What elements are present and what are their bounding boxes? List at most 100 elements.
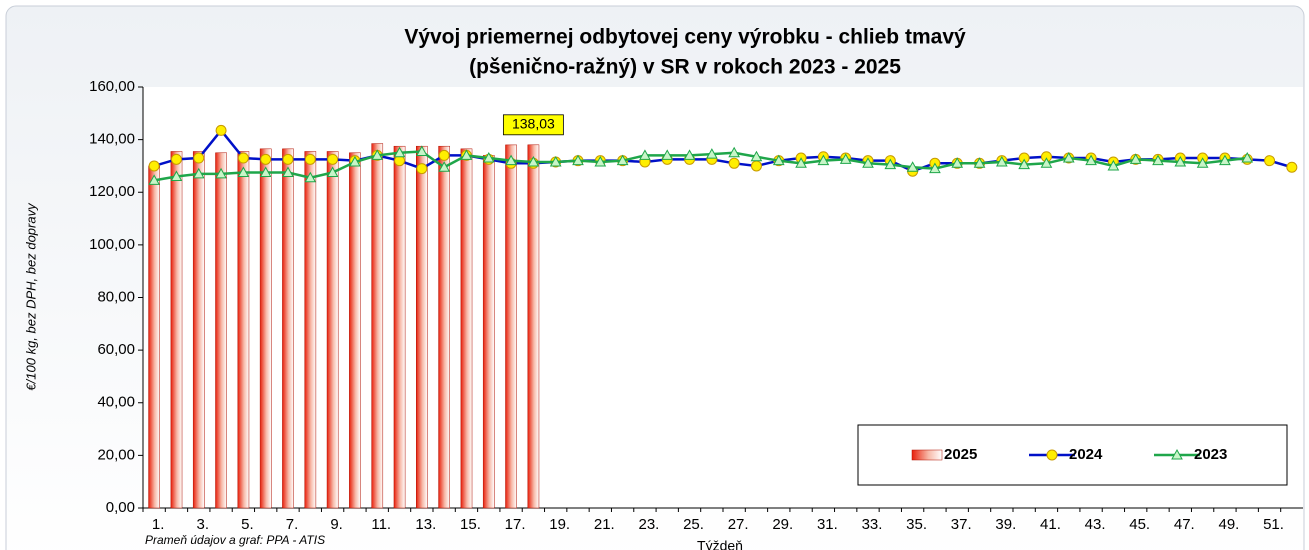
value-label-box: [502, 114, 564, 136]
x-tick-label: 41.: [1040, 516, 1061, 533]
marker: [906, 161, 919, 172]
marker: [282, 166, 294, 178]
marker: [973, 157, 986, 168]
y-tick-label: 120,00: [89, 183, 135, 200]
chart-title: (pšenično-ražný) v SR v rokoch 2023 - 20…: [469, 56, 901, 79]
x-tick-label: 13.: [415, 516, 436, 533]
bar: [460, 148, 473, 509]
y-tick-label: 160,00: [89, 78, 135, 95]
marker: [237, 152, 249, 164]
bar: [170, 151, 183, 509]
y-axis-label: €/100 kg, bez DPH, bez dopravy: [23, 202, 38, 391]
x-tick-label: 5.: [241, 516, 254, 533]
x-tick-label: 25.: [683, 516, 704, 533]
bar: [393, 145, 406, 509]
bar: [505, 144, 517, 509]
marker: [1085, 154, 1097, 166]
legend-marker: [1171, 448, 1183, 460]
marker: [327, 153, 339, 165]
marker: [192, 167, 205, 179]
x-tick-label: 15.: [460, 516, 481, 533]
marker: [705, 148, 718, 159]
y-tick-label: 0,00: [106, 499, 135, 516]
bar: [148, 165, 160, 509]
legend-label: 2023: [1194, 446, 1227, 463]
marker: [148, 174, 161, 185]
x-tick-label: 51.: [1263, 516, 1284, 533]
y-tick-label: 40,00: [97, 394, 135, 411]
x-tick-label: 39.: [995, 516, 1016, 533]
marker: [259, 166, 272, 178]
marker: [505, 154, 517, 166]
marker: [616, 154, 629, 166]
marker: [1018, 158, 1030, 170]
x-tick-label: 49.: [1218, 516, 1239, 533]
marker: [1129, 153, 1142, 164]
bar: [527, 144, 540, 509]
marker: [995, 155, 1008, 167]
marker: [349, 155, 361, 167]
marker: [683, 149, 696, 160]
marker: [728, 146, 741, 158]
marker: [661, 149, 674, 160]
bar: [259, 148, 272, 509]
x-tick-label: 31.: [817, 516, 838, 533]
marker: [1264, 155, 1276, 167]
marker: [1040, 157, 1053, 168]
x-tick-label: 17.: [505, 516, 526, 533]
marker: [304, 171, 317, 183]
bar: [438, 145, 450, 509]
marker: [750, 150, 763, 162]
bar: [326, 151, 339, 509]
x-tick-label: 9.: [330, 516, 343, 533]
x-tick-label: 3.: [197, 516, 210, 533]
marker: [415, 145, 428, 156]
marker: [193, 152, 205, 164]
marker: [438, 149, 450, 161]
marker: [1107, 159, 1120, 171]
marker: [750, 160, 762, 172]
marker: [1196, 157, 1209, 168]
y-tick-label: 140,00: [89, 131, 135, 148]
marker: [1219, 154, 1231, 166]
legend-label: 2025: [944, 446, 977, 463]
marker: [260, 153, 272, 165]
bar: [482, 155, 495, 509]
source-note: Prameň údajov a graf: PPA - ATIS: [145, 533, 325, 547]
marker: [1062, 152, 1075, 163]
marker: [304, 153, 316, 165]
y-tick-label: 100,00: [89, 236, 135, 253]
marker: [549, 155, 562, 167]
marker: [215, 167, 227, 179]
x-tick-label: 37.: [951, 516, 972, 533]
marker: [170, 153, 182, 165]
marker: [282, 153, 294, 165]
bar: [215, 152, 227, 509]
marker: [1174, 155, 1187, 167]
marker: [170, 170, 183, 181]
marker: [929, 162, 941, 174]
marker: [772, 154, 785, 166]
marker: [884, 158, 897, 170]
bar: [416, 145, 428, 509]
x-tick-label: 33.: [862, 516, 883, 533]
marker: [393, 146, 406, 158]
marker: [326, 166, 339, 178]
marker: [215, 124, 227, 136]
marker: [817, 154, 830, 166]
marker: [728, 157, 740, 169]
marker: [795, 157, 807, 168]
x-tick-label: 43.: [1085, 516, 1106, 533]
x-tick-label: 47.: [1174, 516, 1195, 533]
marker: [639, 149, 651, 160]
bar: [282, 148, 294, 509]
marker: [951, 157, 964, 168]
legend-label: 2024: [1069, 446, 1103, 463]
x-tick-label: 23.: [638, 516, 659, 533]
bar: [237, 151, 250, 509]
x-tick-label: 19.: [549, 516, 570, 533]
line: [153, 128, 1293, 173]
marker: [460, 149, 473, 160]
x-tick-label: 21.: [594, 516, 615, 533]
